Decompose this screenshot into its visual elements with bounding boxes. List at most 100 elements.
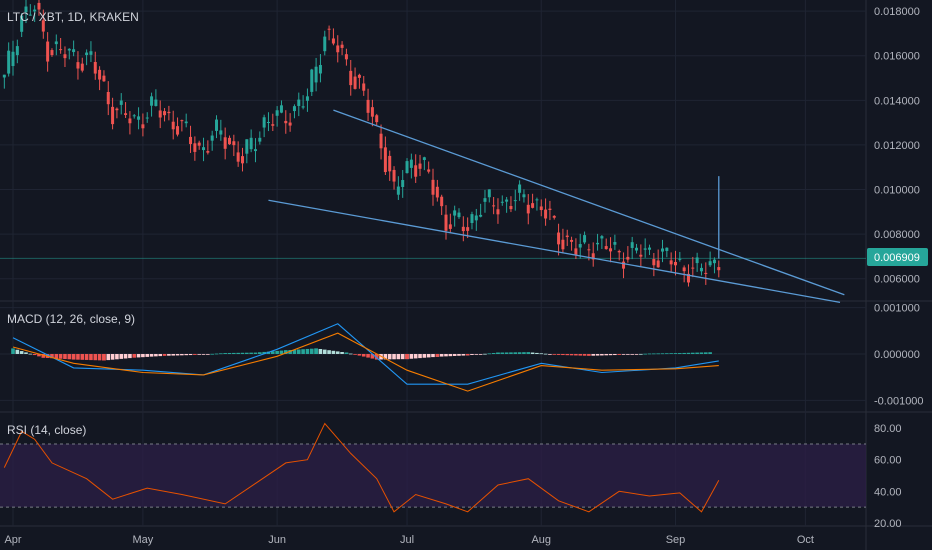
macd-histogram-bar xyxy=(58,353,63,359)
x-tick-label: May xyxy=(133,534,154,546)
candle-body xyxy=(314,66,318,83)
candle-body xyxy=(11,51,15,67)
candle-body xyxy=(699,267,703,272)
candle-body xyxy=(639,254,643,257)
macd-histogram-bar xyxy=(158,353,163,357)
macd-histogram-bar xyxy=(344,352,349,354)
macd-histogram-bar xyxy=(318,349,323,354)
macd-histogram-bar xyxy=(561,353,565,356)
candle-body xyxy=(665,247,669,251)
candle-body xyxy=(409,159,413,168)
rsi-tick-label: 80.00 xyxy=(874,423,902,435)
candle-body xyxy=(448,224,452,229)
candle-body xyxy=(141,124,145,129)
macd-histogram-bar xyxy=(422,353,427,358)
macd-histogram-bar xyxy=(353,353,357,355)
candle-body xyxy=(388,155,392,172)
candle-body xyxy=(184,121,188,124)
macd-histogram-bar xyxy=(374,353,379,360)
candle-body xyxy=(206,151,210,153)
macd-histogram-bar xyxy=(275,350,279,354)
macd-histogram-bar xyxy=(578,353,583,356)
last-price-tag xyxy=(867,248,928,266)
macd-histogram-bar xyxy=(305,348,310,354)
macd-histogram-bar xyxy=(405,353,409,360)
macd-histogram-bar xyxy=(565,353,570,356)
macd-histogram-bar xyxy=(167,353,171,356)
macd-histogram-bar xyxy=(11,348,15,354)
candle-body xyxy=(2,74,6,78)
rsi-band-fill xyxy=(0,443,866,508)
macd-histogram-bar xyxy=(322,349,327,354)
macd-histogram-bar xyxy=(214,353,219,355)
macd-histogram-bar xyxy=(491,352,496,354)
candle-body xyxy=(180,120,184,122)
trendline-1 xyxy=(268,199,841,303)
candle-body xyxy=(236,152,240,162)
candle-body xyxy=(245,139,249,154)
macd-histogram-bar xyxy=(41,353,46,358)
macd-histogram-bar xyxy=(617,353,621,355)
candle-body xyxy=(33,9,37,12)
candle-body xyxy=(613,242,617,245)
candle-body xyxy=(626,256,630,260)
macd-histogram-bar xyxy=(673,353,678,354)
macd-histogram-bar xyxy=(708,352,712,354)
macd-tick-label: 0.001000 xyxy=(874,303,920,315)
candle-body xyxy=(505,199,509,202)
macd-histogram-bar xyxy=(526,352,531,354)
macd-histogram-bar xyxy=(93,353,98,361)
candle-body xyxy=(323,36,327,52)
candle-body xyxy=(85,52,89,56)
macd-histogram-bar xyxy=(392,353,396,360)
macd-histogram-bar xyxy=(253,352,258,354)
macd-histogram-bar xyxy=(461,353,466,356)
candle-body xyxy=(20,15,24,32)
candle-body xyxy=(457,212,461,218)
candle-body xyxy=(72,49,76,53)
macd-histogram-bar xyxy=(435,353,440,357)
macd-histogram-bar xyxy=(513,352,518,354)
macd-histogram-bar xyxy=(24,352,28,354)
candle-body xyxy=(137,116,141,120)
candle-body xyxy=(76,62,80,69)
macd-histogram-bar xyxy=(695,352,699,354)
macd-histogram-bar xyxy=(283,350,288,354)
x-tick-label: Oct xyxy=(797,534,814,546)
macd-histogram-bar xyxy=(115,353,119,360)
macd-histogram-bar xyxy=(145,353,150,357)
macd-histogram-bar xyxy=(309,348,314,354)
candle-body xyxy=(669,260,673,265)
macd-histogram-bar xyxy=(413,353,418,359)
macd-histogram-bar xyxy=(439,353,444,357)
macd-histogram-bar xyxy=(582,353,587,356)
candle-body xyxy=(7,50,11,74)
macd-histogram-bar xyxy=(357,353,362,356)
macd-histogram-bar xyxy=(669,353,673,354)
candle-body xyxy=(124,113,128,115)
macd-histogram-bar xyxy=(595,353,600,356)
rsi-band xyxy=(0,443,866,508)
candle-body xyxy=(557,232,561,245)
candle-body xyxy=(223,137,227,149)
candle-body xyxy=(470,214,474,223)
macd-histogram-bar xyxy=(448,353,453,357)
macd-histogram-bar xyxy=(227,352,232,354)
macd-histogram-bar xyxy=(517,352,522,354)
macd-histogram-bar xyxy=(292,349,297,354)
candle-body xyxy=(678,258,682,260)
candle-body xyxy=(496,209,500,215)
candle-body xyxy=(158,110,162,118)
macd-histogram-bar xyxy=(418,353,422,359)
macd-histogram-bar xyxy=(396,353,401,360)
symbol-title: LTC / XBT, 1D, KRAKEN xyxy=(7,10,139,24)
candle-body xyxy=(622,261,626,269)
candle-body xyxy=(712,259,716,264)
macd-histogram-bar xyxy=(327,350,331,354)
candle-body xyxy=(59,49,63,51)
candle-body xyxy=(431,179,435,195)
candle-body xyxy=(275,110,279,116)
x-tick-label: Aug xyxy=(531,534,551,546)
x-tick-label: Jul xyxy=(400,534,414,546)
